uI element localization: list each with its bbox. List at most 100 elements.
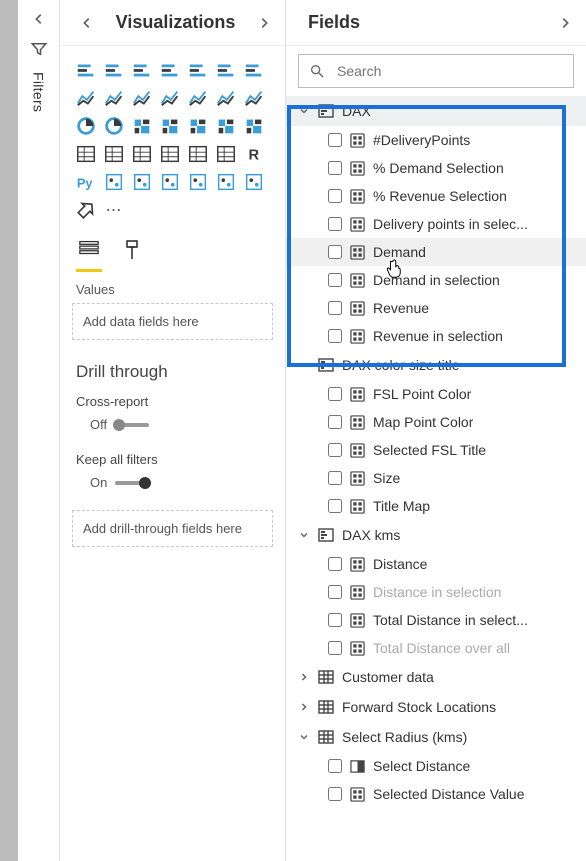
field-row[interactable]: Map Point Color [286,408,586,436]
viz-kpi-icon[interactable] [130,142,154,166]
viz-line-stacked-icon[interactable] [158,86,182,110]
viz-donut-icon[interactable] [102,114,126,138]
viz-stacked-bar-100-icon[interactable] [186,58,210,82]
field-row[interactable]: Size [286,464,586,492]
viz-power-automate-icon[interactable] [242,170,266,194]
field-checkbox[interactable] [328,557,342,571]
table-row-forward-stock-locations[interactable]: Forward Stock Locations [286,692,586,722]
fields-mode-tab[interactable] [76,234,102,272]
viz-stacked-area-icon[interactable] [102,86,126,110]
filters-collapsed-pane[interactable]: Filters [18,0,60,861]
viz-power-apps-icon[interactable] [214,170,238,194]
field-row[interactable]: % Revenue Selection [286,182,586,210]
field-label: FSL Point Color [373,386,471,402]
field-checkbox[interactable] [328,301,342,315]
field-row[interactable]: Distance [286,550,586,578]
field-row[interactable]: Demand in selection [286,266,586,294]
field-checkbox[interactable] [328,217,342,231]
table-label: Select Radius (kms) [342,729,467,745]
field-row[interactable]: #DeliveryPoints [286,126,586,154]
field-row[interactable]: Demand [286,238,586,266]
viz-ribbon-icon[interactable] [186,86,210,110]
field-row[interactable]: Revenue in selection [286,322,586,350]
field-row[interactable]: Select Distance [286,752,586,780]
drill-through-field-well[interactable]: Add drill-through fields here [72,510,273,547]
viz-key-influencers-icon[interactable] [102,170,126,194]
field-checkbox[interactable] [328,787,342,801]
field-checkbox[interactable] [328,443,342,457]
format-mode-tab[interactable] [120,235,144,272]
table-row-dax[interactable]: DAX [286,96,586,126]
viz-waterfall-icon[interactable] [214,86,238,110]
visualizations-gallery: R Py⋯ [60,46,285,228]
viz-stacked-column-icon[interactable] [130,58,154,82]
field-checkbox[interactable] [328,245,342,259]
table-row-dax-color-size-title[interactable]: DAX color size title [286,350,586,380]
fields-search-input[interactable] [335,62,563,80]
field-checkbox[interactable] [328,759,342,773]
field-row[interactable]: Delivery points in selec... [286,210,586,238]
viz-collapse-left-icon[interactable] [80,16,94,30]
keep-all-filters-toggle[interactable]: On [76,475,269,490]
field-checkbox[interactable] [328,499,342,513]
format-mode-icon [122,239,142,261]
viz-r-icon[interactable]: R [242,142,266,166]
viz-filled-map-icon[interactable] [186,114,210,138]
field-checkbox[interactable] [328,613,342,627]
field-checkbox[interactable] [328,415,342,429]
field-row[interactable]: Title Map [286,492,586,520]
viz-treemap-icon[interactable] [130,114,154,138]
filters-collapse-chevron-icon[interactable] [32,12,46,26]
viz-pie-icon[interactable] [74,114,98,138]
viz-py-icon[interactable]: Py [74,170,98,194]
table-row-customer-data[interactable]: Customer data [286,662,586,692]
field-row[interactable]: Selected Distance Value [286,780,586,808]
viz-decomposition-icon[interactable] [130,170,154,194]
field-label: Select Distance [373,758,470,774]
field-checkbox[interactable] [328,133,342,147]
fields-collapse-icon[interactable] [558,16,572,30]
viz-card-icon[interactable] [74,142,98,166]
field-row[interactable]: Distance in selection [286,578,586,606]
viz-scatter-icon[interactable] [242,86,266,110]
viz-funnel-icon[interactable] [214,114,238,138]
field-checkbox[interactable] [328,329,342,343]
field-row[interactable]: Total Distance over all [286,634,586,662]
field-checkbox[interactable] [328,189,342,203]
field-checkbox[interactable] [328,471,342,485]
viz-qa-icon[interactable] [158,170,182,194]
viz-clustered-column-icon[interactable] [158,58,182,82]
viz-line-clustered-icon[interactable] [130,86,154,110]
viz-stacked-bar-icon[interactable] [74,58,98,82]
field-row[interactable]: FSL Point Color [286,380,586,408]
viz-gauge-icon[interactable] [242,114,266,138]
viz-multi-card-icon[interactable] [102,142,126,166]
field-row[interactable]: Total Distance in select... [286,606,586,634]
field-checkbox[interactable] [328,273,342,287]
field-row[interactable]: % Demand Selection [286,154,586,182]
viz-table-icon[interactable] [186,142,210,166]
viz-clustered-bar-icon[interactable] [102,58,126,82]
field-row[interactable]: Selected FSL Title [286,436,586,464]
field-checkbox[interactable] [328,641,342,655]
viz-line-icon[interactable] [242,58,266,82]
table-row-select-radius-kms-[interactable]: Select Radius (kms) [286,722,586,752]
viz-map-icon[interactable] [158,114,182,138]
field-row[interactable]: Revenue [286,294,586,322]
values-field-well[interactable]: Add data fields here [72,303,273,340]
fields-search[interactable] [298,54,574,88]
field-label: % Demand Selection [373,160,504,176]
viz-matrix-icon[interactable] [214,142,238,166]
viz-paginated-icon[interactable] [186,170,210,194]
viz-area-icon[interactable] [74,86,98,110]
viz-collapse-right-icon[interactable] [257,16,271,30]
viz-clustered-column-100-icon[interactable] [214,58,238,82]
field-checkbox[interactable] [328,585,342,599]
viz-slicer-icon[interactable] [158,142,182,166]
viz-more-icon[interactable]: ⋯ [102,198,126,222]
field-checkbox[interactable] [328,161,342,175]
field-checkbox[interactable] [328,387,342,401]
table-row-dax-kms[interactable]: DAX kms [286,520,586,550]
viz-get-more-icon[interactable] [74,198,98,222]
cross-report-toggle[interactable]: Off [76,417,269,432]
